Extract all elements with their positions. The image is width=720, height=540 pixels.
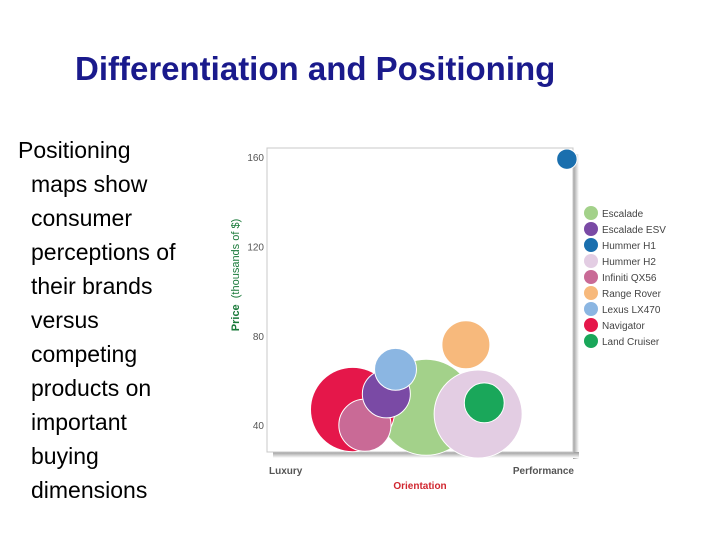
legend-swatch	[584, 302, 598, 316]
legend-swatch	[584, 318, 598, 332]
legend-label: Infiniti QX56	[602, 273, 657, 284]
legend-label: Range Rover	[602, 289, 662, 300]
legend-swatch	[584, 334, 598, 348]
legend-swatch	[584, 270, 598, 284]
bubble-land-cruiser	[463, 382, 505, 424]
bullet-first-line: Positioning	[18, 137, 131, 163]
bullet-continuation: maps show consumer perceptions of their …	[31, 171, 176, 503]
bubbles	[309, 148, 578, 459]
x-tick-label-luxury: Luxury	[269, 466, 303, 477]
y-tick-label: 80	[253, 332, 265, 343]
legend-label: Hummer H2	[602, 257, 656, 268]
legend-label: Navigator	[602, 321, 645, 332]
slide-title: Differentiation and Positioning	[75, 50, 556, 87]
y-tick-label: 160	[247, 153, 264, 164]
y-tick-label: 120	[247, 242, 264, 253]
legend-swatch	[584, 222, 598, 236]
bubble-hummer-h1	[556, 148, 578, 170]
bullet-text: Positioning maps show consumer perceptio…	[18, 133, 218, 507]
legend-label: Escalade	[602, 209, 644, 220]
bubble-lexus-lx470	[374, 347, 417, 391]
positioning-map-chart: 40 80 120 160 Escalade Escalade ESV Hummer H1…	[230, 147, 666, 492]
legend-swatch	[584, 238, 598, 252]
legend-label: Lexus LX470	[602, 305, 661, 316]
legend-swatch	[584, 286, 598, 300]
y-axis-label: Price (thousands of $)	[230, 219, 242, 331]
legend-swatch	[584, 254, 598, 268]
legend-label: Escalade ESV	[602, 225, 666, 236]
legend-label: Hummer H1	[602, 241, 656, 252]
y-axis-label-rest: (thousands of $)	[230, 219, 242, 299]
plot-shadow-right	[573, 154, 579, 459]
x-axis-label: Orientation	[393, 481, 446, 492]
bubble-range-rover	[441, 320, 491, 370]
y-tick-label: 40	[253, 421, 265, 432]
y-tick-labels: 40 80 120 160	[247, 153, 264, 432]
legend: Escalade Escalade ESV Hummer H1 Hummer H2 In…	[584, 206, 666, 348]
x-tick-label-performance: Performance	[513, 466, 575, 477]
legend-swatch	[584, 206, 598, 220]
y-axis-label-bold: Price	[230, 304, 242, 331]
legend-label: Land Cruiser	[602, 337, 660, 348]
